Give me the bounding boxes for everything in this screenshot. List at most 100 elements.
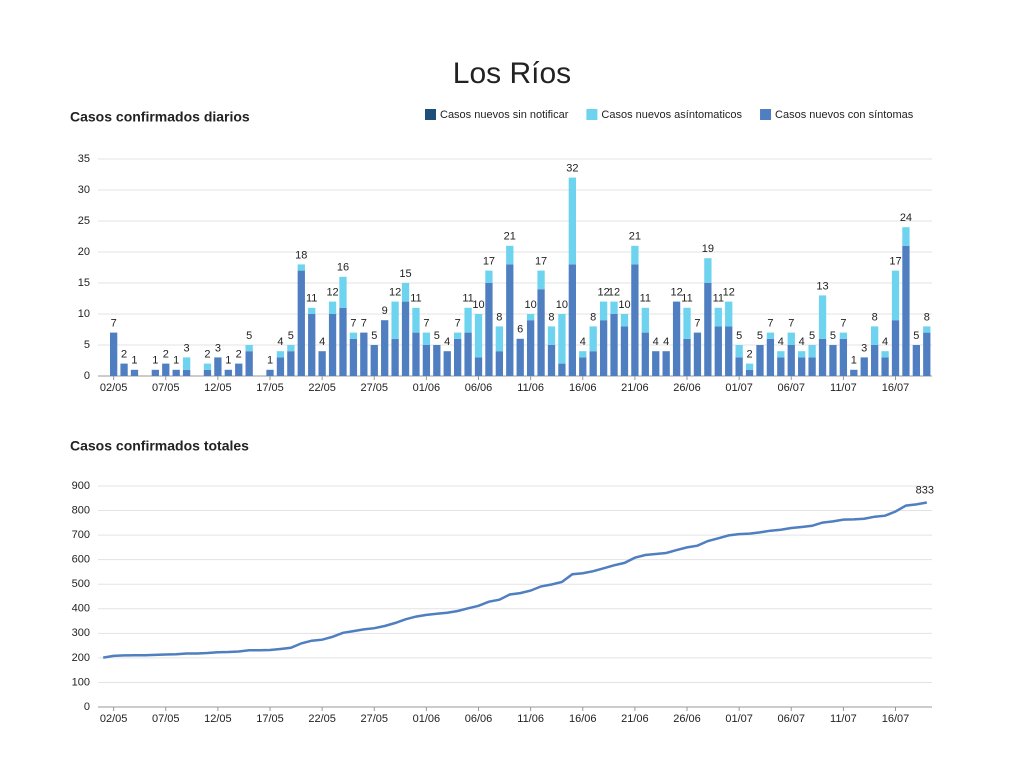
x-tick-label: 11/06 [517,382,544,394]
bar-segment [308,314,316,376]
bar-segment [620,326,629,376]
data-label: 16 [337,262,349,274]
bar-segment [829,345,837,376]
bar-segment [871,326,879,345]
data-label: 12 [389,287,401,299]
data-label: 7 [423,318,429,330]
y-tick-label: 500 [72,578,90,590]
x-tick-label: 26/06 [673,382,701,394]
bar-segment [120,363,128,376]
bar-segment [464,332,472,376]
x-tick-label: 27/05 [360,713,388,725]
page-title: Los Ríos [453,57,571,90]
bar-segment [891,270,900,321]
x-tick-label: 06/07 [777,713,805,725]
data-label: 11 [640,293,651,305]
x-tick-label: 17/05 [256,713,284,725]
data-label: 24 [900,212,912,224]
chart-title: Casos confirmados diarios [70,109,250,125]
x-tick-label: 21/06 [621,713,649,725]
x-tick-label: 16/06 [569,713,597,725]
data-label: 1 [152,355,158,367]
data-label: 10 [556,299,568,311]
bar-segment [683,307,691,339]
bar-segment [287,345,295,352]
bar-segment [568,264,576,376]
x-tick-label: 12/05 [204,382,232,394]
bar-segment [339,307,347,376]
data-label: 17 [483,256,495,268]
data-label: 3 [184,342,190,354]
bar-segment [276,357,285,376]
bar-segment [495,326,504,352]
bar-segment [579,357,587,376]
data-label: 11 [306,293,317,305]
legend-label: Casos nuevos asíntomaticos [601,109,742,121]
bar-segment [412,332,420,376]
bar-segment [506,245,514,265]
data-label: 5 [371,330,377,342]
bar-segment [391,301,399,339]
bar-segment [599,301,608,321]
bar-segment [401,283,410,302]
bar-segment [516,338,524,376]
data-label: 7 [455,318,461,330]
bar-segment [214,357,222,376]
data-label: 7 [840,318,846,330]
data-label: 4 [778,336,784,348]
bar-segment [683,338,691,376]
bar-segment [485,283,493,376]
bar-segment [902,227,910,246]
x-tick-label: 11/07 [830,382,857,394]
data-label: 7 [767,318,773,330]
bar-segment [860,357,868,376]
bar-segment [620,314,629,327]
bar-segment [766,332,775,339]
legend-label: Casos nuevos sin notificar [440,109,569,121]
bar-segment [266,369,274,376]
y-tick-label: 100 [72,676,90,688]
data-label: 8 [872,311,878,323]
bar-segment [672,301,681,376]
x-tick-label: 02/05 [100,713,128,725]
y-tick-label: 10 [78,308,90,320]
data-label: 8 [924,311,930,323]
bar-segment [454,332,462,339]
y-tick-label: 200 [72,652,90,664]
bar-segment [297,264,305,271]
y-tick-label: 700 [72,529,90,541]
bar-segment [422,345,431,376]
x-tick-label: 11/06 [517,713,544,725]
bar-segment [412,307,420,333]
bar-segment [558,314,566,364]
data-label: 19 [702,243,714,255]
data-label: 32 [566,163,578,175]
x-tick-label: 07/05 [152,382,180,394]
y-tick-label: 0 [84,370,90,382]
y-tick-label: 800 [72,504,90,516]
y-tick-label: 600 [72,554,90,566]
data-label: 7 [111,318,117,330]
chart-title: Casos confirmados totales [70,438,249,454]
bar-segment [798,351,806,358]
data-label: 8 [548,311,554,323]
data-label: 4 [653,336,659,348]
data-label: 4 [277,336,283,348]
data-label: 10 [525,299,537,311]
x-tick-label: 21/06 [621,382,649,394]
bar-segment [777,357,785,376]
bar-segment [162,363,170,376]
bar-segment [881,357,889,376]
y-tick-label: 300 [72,627,90,639]
bar-segment [130,369,139,376]
data-label: 5 [809,330,815,342]
bar-segment [422,332,431,345]
bar-segment [798,357,806,376]
bar-segment [276,351,285,358]
data-label: 5 [736,330,742,342]
x-tick-label: 11/07 [830,713,857,725]
bar-segment [777,351,785,358]
bar-segment [610,314,618,376]
